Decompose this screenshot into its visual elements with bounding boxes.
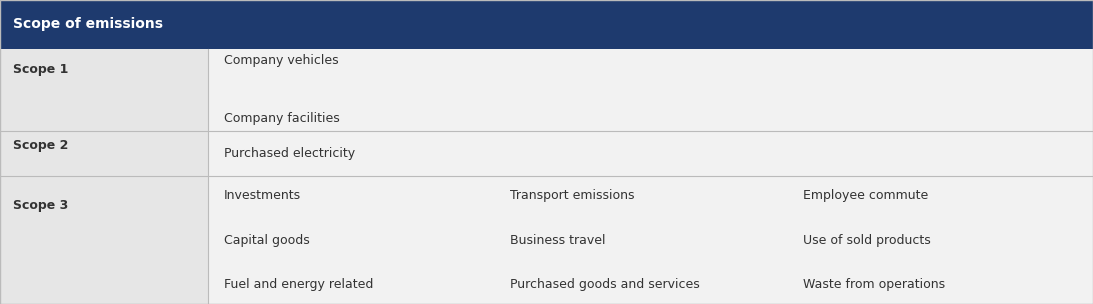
Text: Company vehicles: Company vehicles <box>224 54 339 67</box>
Text: Purchased electricity: Purchased electricity <box>224 147 355 160</box>
Text: Company facilities: Company facilities <box>224 112 340 125</box>
FancyBboxPatch shape <box>0 176 208 304</box>
Text: Investments: Investments <box>224 189 302 202</box>
Text: Scope of emissions: Scope of emissions <box>13 17 163 31</box>
Text: Employee commute: Employee commute <box>803 189 929 202</box>
FancyBboxPatch shape <box>0 49 208 131</box>
Text: Waste from operations: Waste from operations <box>803 278 945 291</box>
Text: Capital goods: Capital goods <box>224 234 309 247</box>
Text: Use of sold products: Use of sold products <box>803 234 931 247</box>
Text: Purchased goods and services: Purchased goods and services <box>510 278 701 291</box>
Text: Scope 2: Scope 2 <box>13 139 69 152</box>
Text: Scope 1: Scope 1 <box>13 64 69 76</box>
FancyBboxPatch shape <box>208 49 1093 131</box>
FancyBboxPatch shape <box>0 131 208 176</box>
Text: Transport emissions: Transport emissions <box>510 189 635 202</box>
FancyBboxPatch shape <box>208 131 1093 176</box>
Text: Scope 3: Scope 3 <box>13 199 69 212</box>
FancyBboxPatch shape <box>208 176 1093 304</box>
Text: Fuel and energy related: Fuel and energy related <box>224 278 374 291</box>
Text: Business travel: Business travel <box>510 234 606 247</box>
FancyBboxPatch shape <box>0 0 1093 49</box>
